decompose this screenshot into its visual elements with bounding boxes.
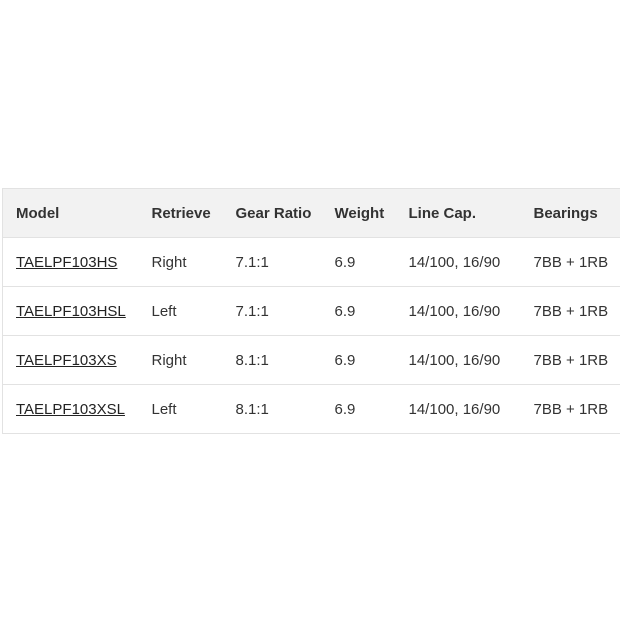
cell-bearings: 7BB + 1RB [520,237,620,287]
specs-table: Model Retrieve Gear Ratio Weight Line Ca… [2,188,620,434]
specs-table-container: Model Retrieve Gear Ratio Weight Line Ca… [2,188,620,434]
cell-weight: 6.9 [321,335,396,385]
cell-gear-ratio: 7.1:1 [222,237,322,287]
cell-model: TAELPF103HSL [2,286,139,336]
cell-weight: 6.9 [321,286,396,336]
table-row: TAELPF103HSL Left 7.1:1 6.9 14/100, 16/9… [2,286,620,336]
cell-weight: 6.9 [321,384,396,434]
cell-line-cap: 14/100, 16/90 [395,384,521,434]
cell-model: TAELPF103HS [2,237,139,287]
cell-retrieve: Right [138,237,223,287]
header-retrieve: Retrieve [138,188,223,238]
cell-bearings: 7BB + 1RB [520,335,620,385]
cell-retrieve: Left [138,286,223,336]
cell-retrieve: Right [138,335,223,385]
cell-weight: 6.9 [321,237,396,287]
cell-bearings: 7BB + 1RB [520,286,620,336]
header-model: Model [2,188,139,238]
cell-gear-ratio: 8.1:1 [222,384,322,434]
cell-gear-ratio: 7.1:1 [222,286,322,336]
cell-bearings: 7BB + 1RB [520,384,620,434]
model-link[interactable]: TAELPF103HSL [16,302,126,320]
cell-model: TAELPF103XSL [2,384,139,434]
header-weight: Weight [321,188,396,238]
model-link[interactable]: TAELPF103HS [16,253,118,271]
cell-gear-ratio: 8.1:1 [222,335,322,385]
cell-model: TAELPF103XS [2,335,139,385]
header-bearings: Bearings [520,188,620,238]
cell-retrieve: Left [138,384,223,434]
table-row: TAELPF103HS Right 7.1:1 6.9 14/100, 16/9… [2,237,620,287]
model-link[interactable]: TAELPF103XS [16,351,117,369]
table-row: TAELPF103XS Right 8.1:1 6.9 14/100, 16/9… [2,335,620,385]
table-row: TAELPF103XSL Left 8.1:1 6.9 14/100, 16/9… [2,384,620,434]
model-link[interactable]: TAELPF103XSL [16,400,125,418]
header-line-cap: Line Cap. [395,188,521,238]
header-gear-ratio: Gear Ratio [222,188,322,238]
cell-line-cap: 14/100, 16/90 [395,335,521,385]
cell-line-cap: 14/100, 16/90 [395,237,521,287]
cell-line-cap: 14/100, 16/90 [395,286,521,336]
table-header-row: Model Retrieve Gear Ratio Weight Line Ca… [2,188,620,238]
